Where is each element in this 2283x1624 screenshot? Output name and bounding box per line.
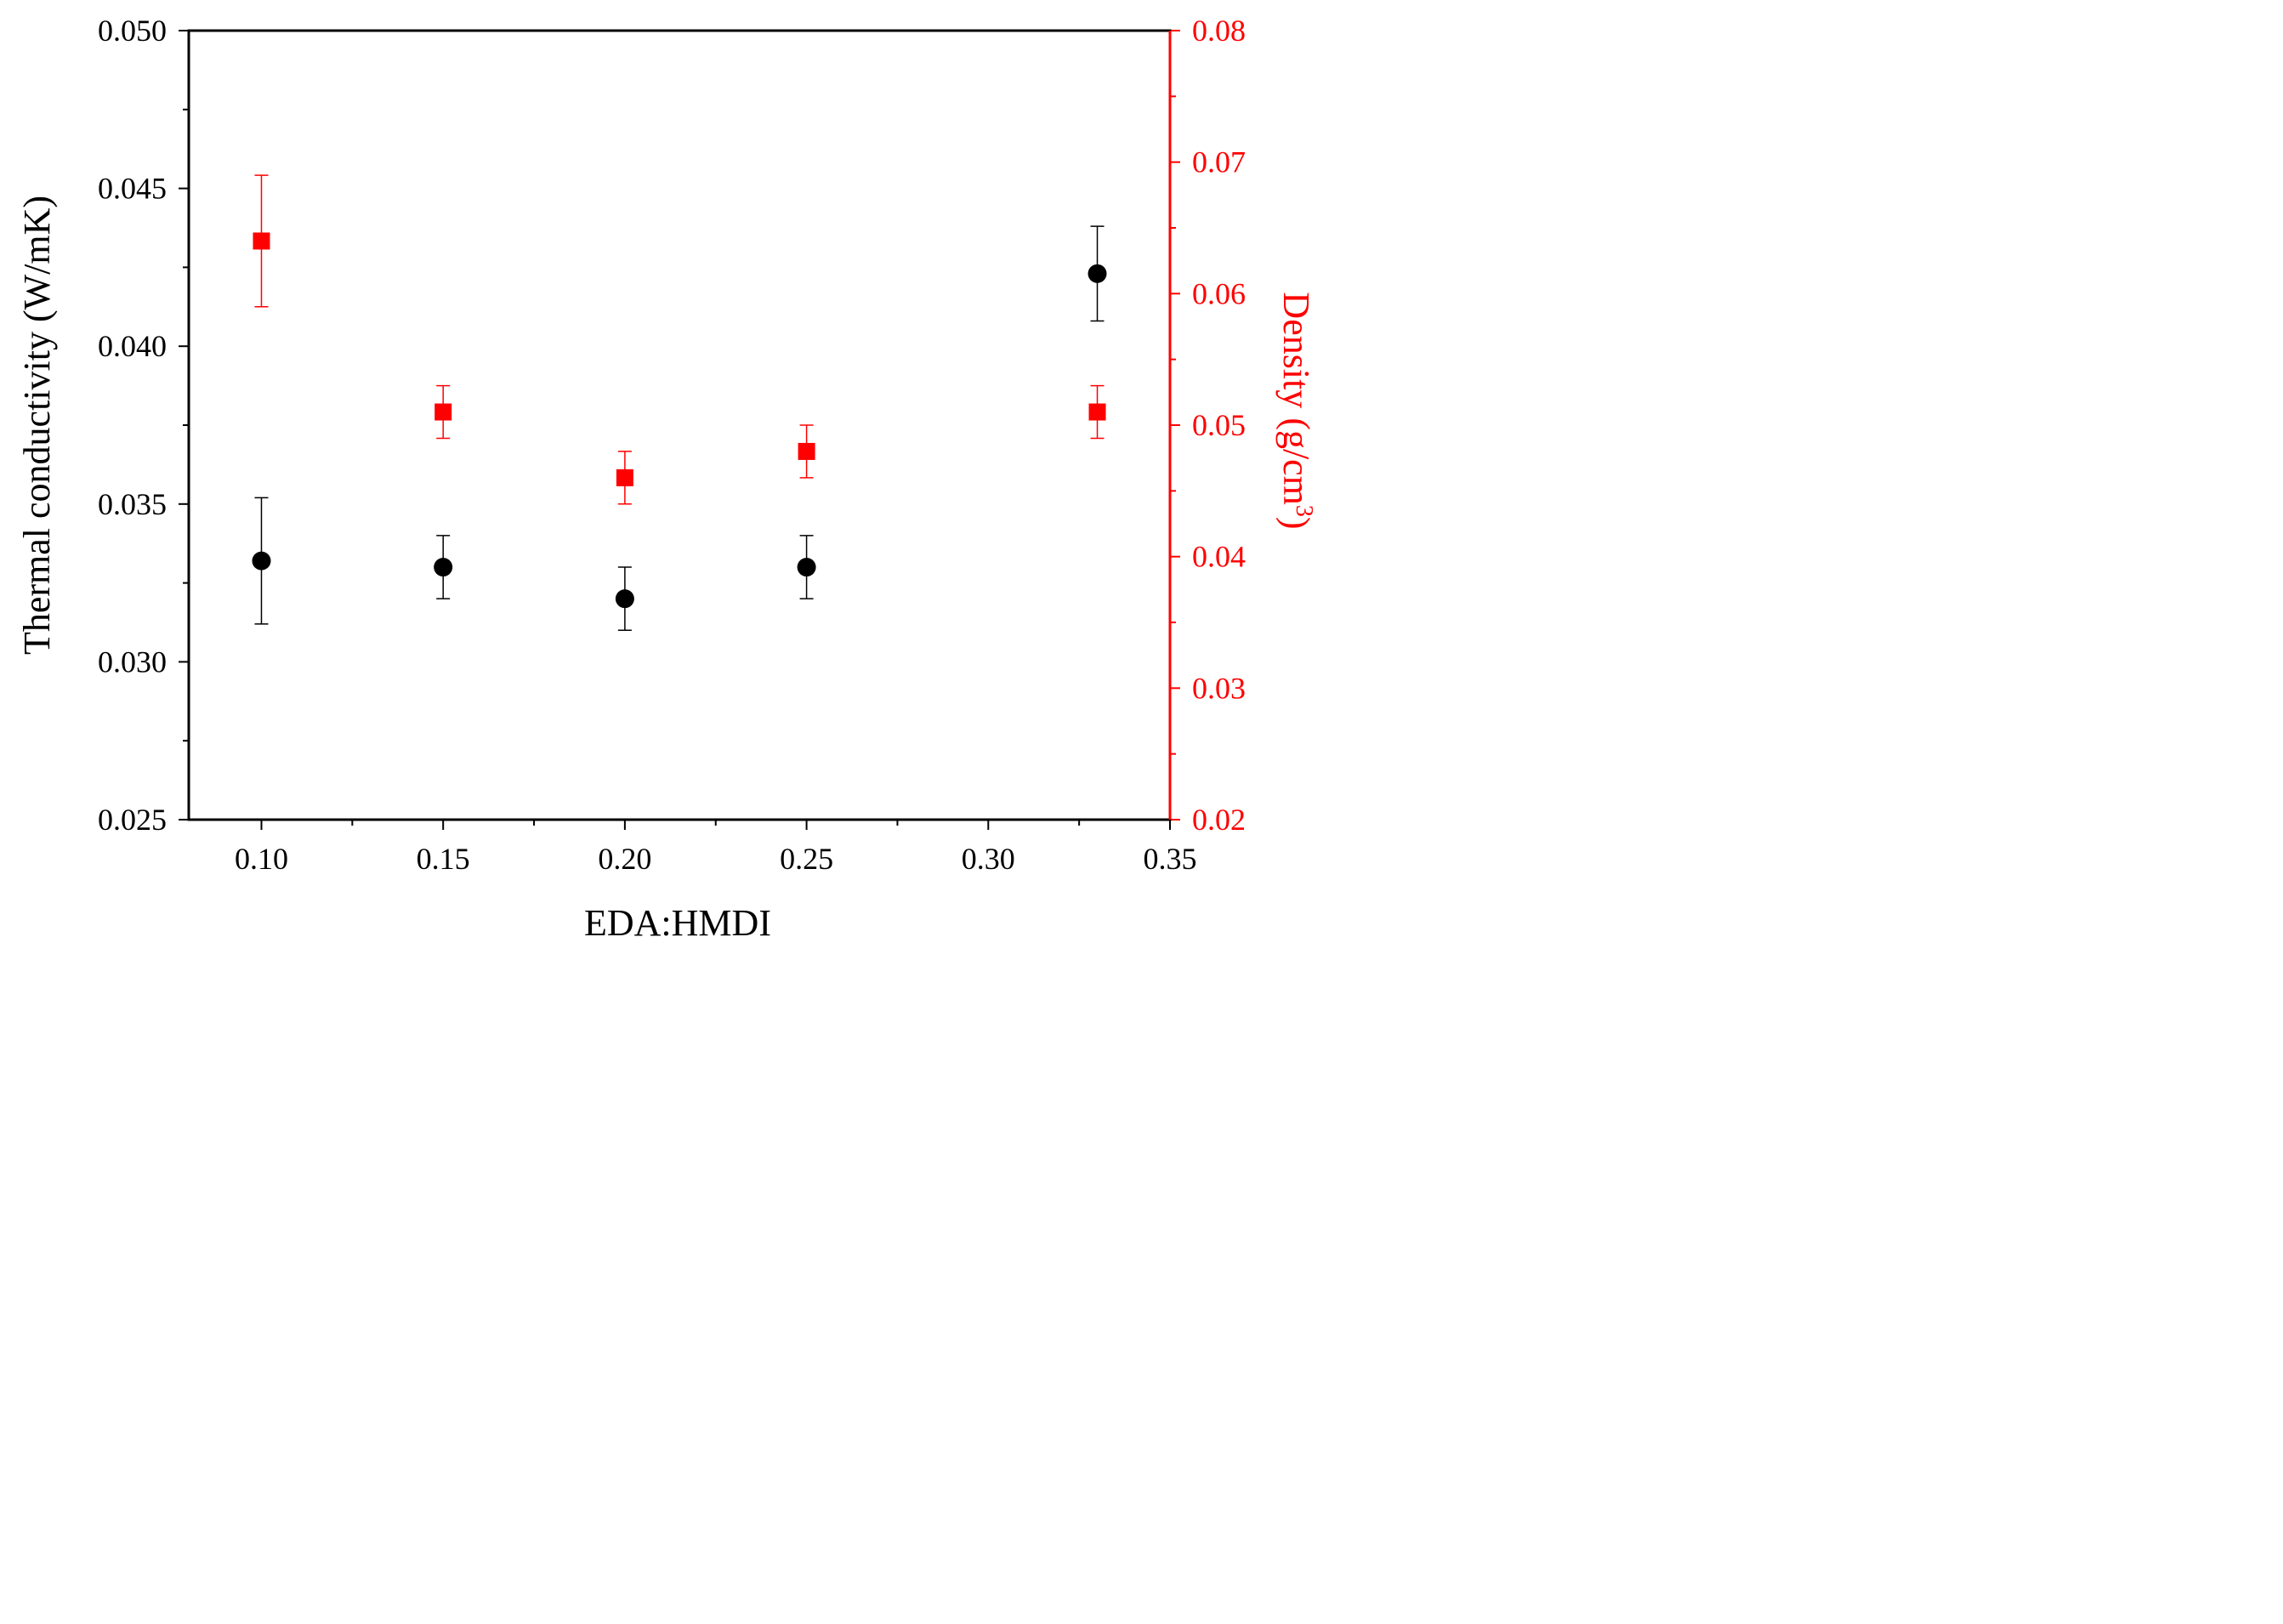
minor-ticks [183, 95, 1176, 826]
x-tick-label: 0.35 [1144, 842, 1197, 876]
y-axis-title: Thermal conductivity (W/mK) [16, 196, 58, 655]
x-tick-label: 0.15 [417, 842, 470, 876]
density-point [253, 232, 270, 250]
y2-tick-label: 0.03 [1192, 671, 1246, 705]
density-point [434, 403, 452, 421]
conductivity-point [252, 551, 271, 571]
conductivity-point [1088, 264, 1107, 283]
x-tick-label: 0.10 [235, 842, 288, 876]
y-tick-label: 0.025 [98, 803, 167, 837]
y2-tick-label: 0.07 [1192, 145, 1246, 179]
plot-marks [252, 174, 1107, 632]
y2-tick-label: 0.04 [1192, 540, 1246, 574]
tick-labels: 0.10 0.15 0.20 0.25 0.30 0.35 0.025 0.030 0.035 0… [98, 14, 1246, 876]
conductivity-point [615, 589, 634, 609]
y2-axis-title: Density (g/cm3) [1275, 292, 1318, 529]
y2-tick-label: 0.06 [1192, 276, 1246, 310]
x-axis-title: EDA:HMDI [584, 902, 771, 944]
y-tick-label: 0.030 [98, 644, 167, 679]
y2-axis-title-close: ) [1275, 517, 1317, 530]
chart: 0.10 0.15 0.20 0.25 0.30 0.35 0.025 0.030 0.035 0… [16, 14, 1318, 944]
x-tick-label: 0.20 [598, 842, 651, 876]
major-ticks [179, 30, 1180, 830]
y-tick-label: 0.045 [98, 172, 167, 206]
conductivity-point [434, 558, 453, 577]
density-point [1088, 403, 1106, 421]
density-point [798, 442, 815, 460]
y2-tick-label: 0.08 [1192, 14, 1246, 48]
x-tick-label: 0.25 [780, 842, 833, 876]
x-tick-label: 0.30 [962, 842, 1015, 876]
y-tick-label: 0.050 [98, 14, 167, 48]
y2-tick-label: 0.05 [1192, 408, 1246, 442]
y-tick-label: 0.040 [98, 329, 167, 363]
density-point [616, 468, 633, 486]
conductivity-point [797, 558, 816, 577]
y-tick-label: 0.035 [98, 487, 167, 521]
plot-frame [187, 29, 1172, 821]
y2-tick-label: 0.02 [1192, 803, 1246, 837]
y2-axis-title-superscript: 3 [1292, 505, 1318, 517]
y2-axis-title-main: Density (g/cm [1275, 292, 1317, 505]
